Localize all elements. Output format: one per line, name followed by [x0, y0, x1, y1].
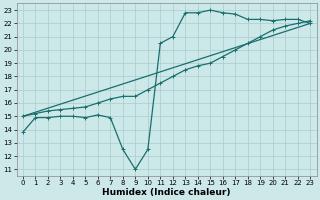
X-axis label: Humidex (Indice chaleur): Humidex (Indice chaleur)	[102, 188, 231, 197]
